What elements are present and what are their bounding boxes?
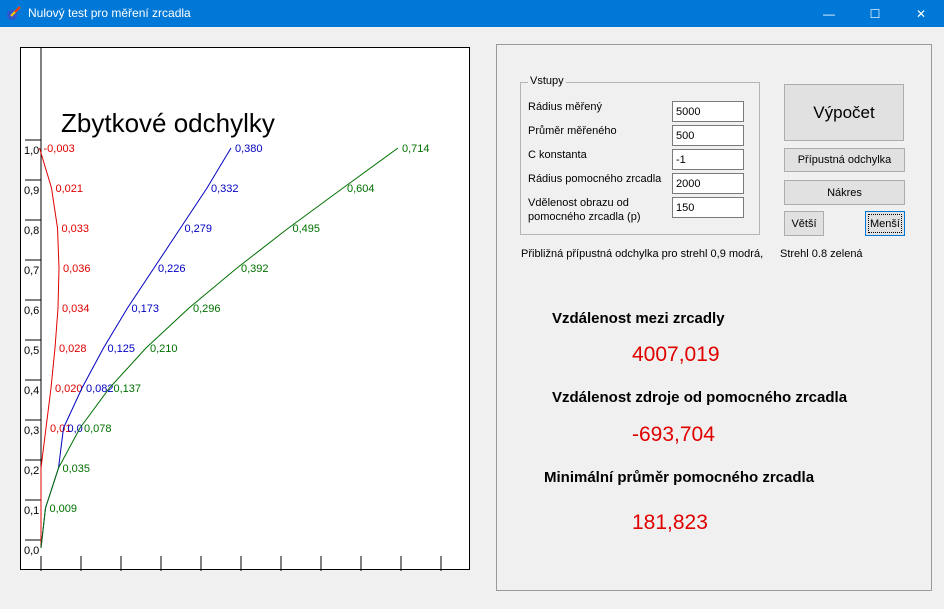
diameter-input[interactable] [672, 125, 744, 146]
tolerance-button[interactable]: Přípustná odchylka [784, 148, 905, 172]
data-label: 0,125 [108, 343, 136, 355]
data-label: 0,279 [185, 223, 213, 235]
c-constant-label: C konstanta [528, 149, 587, 161]
y-tick-label: 0,7 [24, 265, 39, 277]
c-constant-input[interactable] [672, 149, 744, 170]
y-tick-label: 0,0 [24, 545, 39, 557]
drawing-button[interactable]: Nákres [784, 180, 905, 205]
data-label: 0,173 [132, 303, 160, 315]
image-distance-label-line1: Vdělenost obrazu od [528, 197, 629, 209]
aux-radius-label: Rádius pomocného zrcadla [528, 173, 662, 185]
radius-label: Rádius měřený [528, 101, 602, 113]
client-area: Zbytkové odchylky0,000,080,160,240,320,4… [0, 27, 944, 609]
data-label: 0,078 [84, 423, 112, 435]
mirror-distance-label: Vzdálenost mezi zrcadly [552, 310, 725, 327]
aux-radius-input[interactable] [672, 173, 744, 194]
strehl-note: Strehl 0.8 zelená [780, 248, 863, 260]
min-diameter-label: Minimální průměr pomocného zrcadla [544, 469, 815, 486]
min-diameter-value: 181,823 [632, 511, 708, 534]
title-bar: Nulový test pro měření zrcadla — ☐ ✕ [0, 0, 944, 27]
data-label: 0,035 [63, 463, 91, 475]
y-tick-label: 0,9 [24, 185, 39, 197]
data-label: 0,082 [86, 383, 114, 395]
close-icon: ✕ [915, 6, 927, 21]
data-label: 0,392 [241, 263, 269, 275]
data-label: 0,009 [50, 503, 78, 515]
y-tick-label: 0,6 [24, 305, 39, 317]
data-label: 0,020 [55, 383, 83, 395]
smaller-button[interactable]: Menší [865, 211, 905, 236]
series-line-0 [39, 147, 60, 548]
residual-plot: Zbytkové odchylky0,000,080,160,240,320,4… [20, 47, 470, 571]
data-label: 0,332 [211, 183, 239, 195]
app-icon [7, 6, 21, 20]
bigger-button[interactable]: Větší [784, 211, 824, 236]
image-distance-label-line2: pomocného zrcadla (p) [528, 211, 641, 223]
radius-input[interactable] [672, 101, 744, 122]
mirror-distance-value: 4007,019 [632, 343, 720, 366]
data-label: 0,0 [68, 423, 83, 435]
data-label: 0,604 [347, 183, 375, 195]
plot-title: Zbytkové odchylky [61, 108, 275, 138]
inputs-legend: Vstupy [528, 75, 566, 87]
data-label: 0,033 [62, 223, 90, 235]
minimize-button[interactable]: — [806, 0, 852, 27]
image-distance-input[interactable] [672, 197, 744, 218]
data-label: -0,003 [44, 143, 75, 155]
inputs-group: Vstupy Rádius měřený Průměr měřeného C k… [520, 75, 760, 235]
data-label: 0,296 [193, 303, 221, 315]
data-label: 0,034 [62, 303, 90, 315]
y-tick-label: 0,1 [24, 505, 39, 517]
source-distance-label: Vzdálenost zdroje od pomocného zrcadla [552, 389, 848, 406]
data-label: 0,01 [50, 423, 71, 435]
data-label: 0,036 [63, 263, 91, 275]
data-label: 0,021 [56, 183, 84, 195]
y-tick-label: 0,5 [24, 345, 39, 357]
y-tick-label: 1,0 [24, 145, 39, 157]
tolerance-note: Přibližná přípustná odchylka pro strehl … [521, 248, 764, 260]
y-tick-label: 0,3 [24, 425, 39, 437]
data-label: 0,226 [158, 263, 186, 275]
close-button[interactable]: ✕ [898, 0, 944, 27]
data-label: 0,210 [150, 343, 178, 355]
source-distance-value: -693,704 [632, 423, 715, 446]
data-label: 0,380 [235, 143, 263, 155]
y-tick-label: 0,4 [24, 385, 39, 397]
data-label: 0,495 [293, 223, 321, 235]
diameter-label: Průměr měřeného [528, 125, 617, 137]
y-tick-label: 0,2 [24, 465, 39, 477]
series-line-2 [40, 147, 399, 549]
maximize-button[interactable]: ☐ [852, 0, 898, 27]
maximize-icon: ☐ [869, 6, 881, 21]
window-title: Nulový test pro měření zrcadla [28, 6, 191, 20]
plot-canvas: Zbytkové odchylky0,000,080,160,240,320,4… [24, 48, 442, 571]
data-label: 0,137 [114, 383, 142, 395]
data-label: 0,028 [59, 343, 87, 355]
control-panel: Vstupy Rádius měřený Průměr měřeného C k… [496, 44, 932, 591]
data-label: 0,714 [402, 143, 430, 155]
minimize-icon: — [823, 6, 835, 21]
y-tick-label: 0,8 [24, 225, 39, 237]
compute-button[interactable]: Výpočet [784, 84, 904, 141]
